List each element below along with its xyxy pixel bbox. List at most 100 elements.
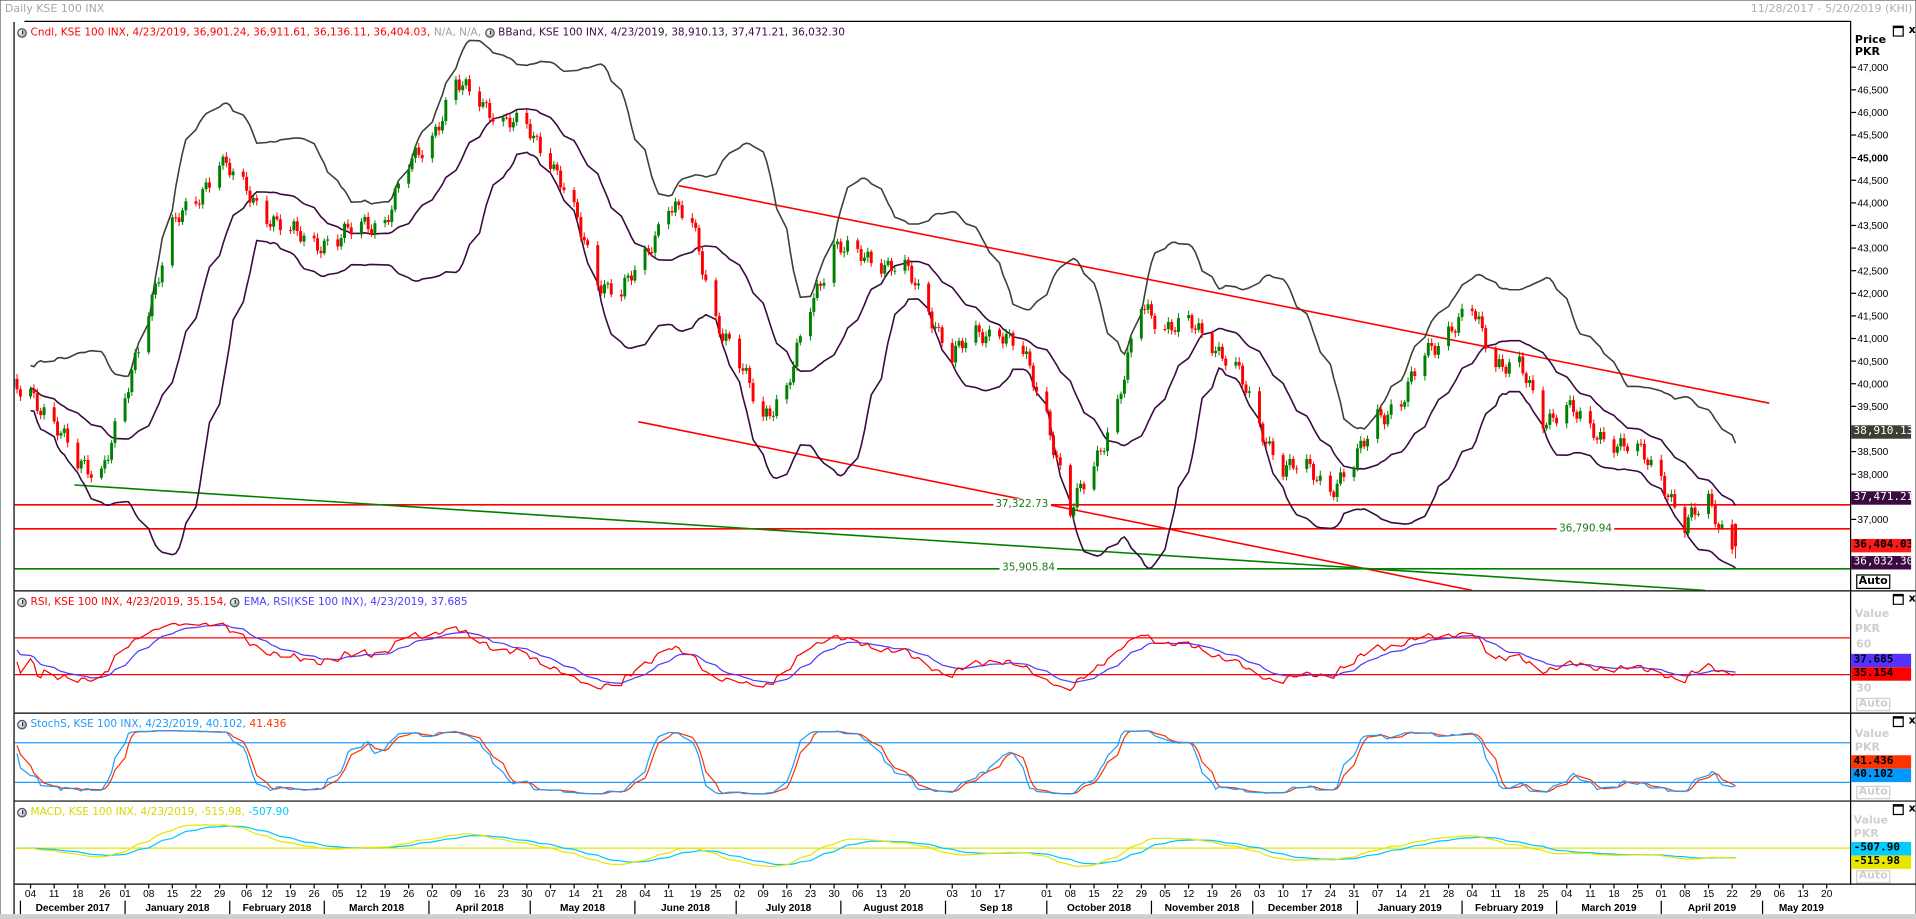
candle[interactable] (1281, 452, 1285, 481)
candle[interactable] (444, 97, 448, 126)
candle[interactable] (508, 112, 512, 133)
time-axis[interactable]: 04 11 18 26 01 08 15 22 29 06 12 19 26 05 12 19 26 02 09 16… (19, 883, 1833, 915)
candle[interactable] (1176, 313, 1180, 337)
candle[interactable] (89, 470, 93, 483)
candle[interactable] (1234, 357, 1238, 369)
candle[interactable] (35, 388, 39, 414)
candle[interactable] (133, 348, 137, 374)
candle[interactable] (370, 224, 374, 237)
candle[interactable] (126, 387, 130, 404)
candle[interactable] (700, 246, 704, 280)
candle[interactable] (1149, 300, 1153, 319)
candle[interactable] (1683, 503, 1687, 538)
candle[interactable] (1450, 322, 1454, 334)
trendline[interactable] (638, 420, 1473, 591)
candle[interactable] (383, 216, 387, 228)
candle[interactable] (1423, 352, 1427, 381)
candle[interactable] (1386, 410, 1390, 428)
candle[interactable] (1116, 394, 1120, 435)
candle[interactable] (66, 423, 70, 448)
candle[interactable] (1663, 471, 1667, 499)
candle[interactable] (160, 262, 164, 288)
macd-auto-scale-button[interactable]: Auto (1856, 870, 1891, 884)
month-label[interactable]: December 2018 (1268, 903, 1343, 914)
candle[interactable] (724, 329, 728, 346)
candle[interactable] (1720, 520, 1724, 531)
candle[interactable] (440, 116, 444, 134)
candle[interactable] (1214, 346, 1218, 358)
candle[interactable] (316, 233, 319, 255)
candle[interactable] (228, 158, 232, 178)
candle[interactable] (464, 77, 468, 89)
candle[interactable] (1666, 493, 1670, 501)
candle[interactable] (1271, 437, 1275, 460)
candle[interactable] (292, 218, 296, 235)
candle[interactable] (343, 221, 347, 243)
candle[interactable] (1355, 443, 1359, 472)
candle[interactable] (1217, 341, 1221, 356)
candle[interactable] (52, 402, 56, 424)
candle[interactable] (1126, 347, 1130, 384)
candle[interactable] (744, 364, 748, 375)
candle[interactable] (1312, 461, 1315, 485)
candle[interactable] (1143, 304, 1147, 315)
candle[interactable] (1079, 480, 1083, 492)
candle[interactable] (1696, 511, 1700, 517)
candle[interactable] (1592, 419, 1596, 441)
candle[interactable] (1075, 483, 1079, 511)
candle[interactable] (1686, 514, 1690, 537)
candle[interactable] (1055, 450, 1059, 462)
candle[interactable] (1285, 460, 1288, 481)
candle[interactable] (1031, 362, 1035, 391)
candle[interactable] (1247, 386, 1251, 398)
candle[interactable] (653, 231, 657, 258)
candle[interactable] (1619, 433, 1623, 451)
candle[interactable] (322, 238, 326, 256)
candle[interactable] (157, 277, 161, 287)
candle[interactable] (137, 347, 141, 358)
candle[interactable] (272, 214, 276, 232)
candle[interactable] (393, 186, 397, 213)
candle[interactable] (1730, 519, 1734, 555)
candle[interactable] (349, 222, 353, 240)
candle[interactable] (1477, 311, 1481, 325)
candle[interactable] (1058, 453, 1062, 470)
month-label[interactable]: April 2019 (1688, 903, 1737, 914)
candle[interactable] (630, 270, 633, 286)
candle[interactable] (1453, 329, 1457, 338)
candle[interactable] (1092, 461, 1096, 492)
candle[interactable] (856, 238, 860, 253)
candle[interactable] (1106, 427, 1110, 456)
candle[interactable] (1008, 329, 1012, 339)
candle[interactable] (1636, 440, 1640, 457)
clock-icon[interactable] (17, 597, 27, 608)
candle[interactable] (1335, 479, 1339, 503)
candle[interactable] (842, 246, 846, 258)
candle[interactable] (1470, 304, 1474, 316)
candle[interactable] (657, 222, 660, 238)
candle[interactable] (950, 338, 954, 366)
candle[interactable] (1072, 503, 1076, 521)
candle[interactable] (461, 81, 465, 96)
close-icon[interactable]: x (1908, 802, 1916, 816)
candle[interactable] (106, 455, 110, 464)
candle[interactable] (1244, 380, 1248, 396)
candle[interactable] (606, 281, 610, 289)
candle[interactable] (748, 365, 752, 388)
candle[interactable] (714, 277, 718, 321)
candle[interactable] (808, 307, 812, 341)
candle[interactable] (1555, 414, 1559, 427)
candle[interactable] (515, 110, 519, 126)
candle[interactable] (788, 378, 792, 390)
candle[interactable] (586, 238, 590, 249)
clock-icon[interactable] (17, 28, 27, 38)
candle[interactable] (977, 322, 981, 338)
month-label[interactable]: November 2018 (1165, 903, 1240, 914)
candle[interactable] (1197, 318, 1201, 333)
candle[interactable] (1646, 457, 1650, 470)
stoch-legend-text[interactable]: StochS, KSE 100 INX, 4/23/2019, 40.102, (30, 718, 246, 731)
candle[interactable] (562, 182, 566, 194)
candle[interactable] (1241, 363, 1245, 390)
candle[interactable] (623, 274, 627, 300)
